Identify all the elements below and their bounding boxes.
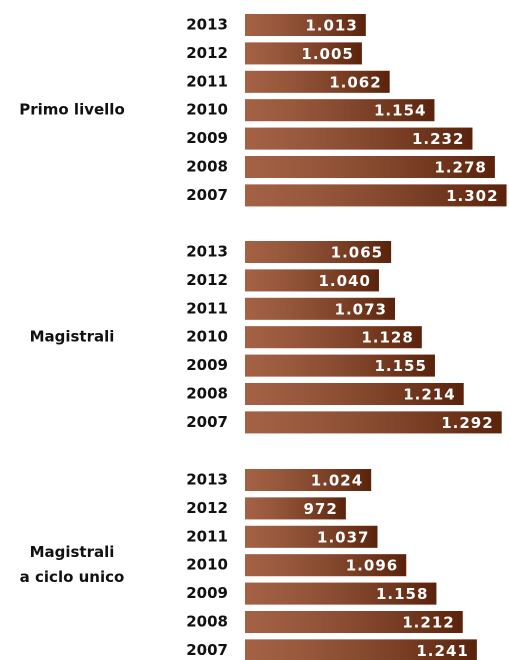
value-label: 972	[304, 500, 338, 518]
bar-shade	[245, 42, 362, 65]
year-label: 2012	[186, 44, 228, 62]
year-label: 2011	[186, 299, 228, 317]
bar-shade	[245, 525, 378, 548]
bar-shade	[245, 184, 507, 207]
value-label: 1.154	[374, 102, 426, 120]
bar-shade	[245, 497, 346, 520]
value-label: 1.212	[402, 614, 454, 632]
group-label: a ciclo unico	[20, 568, 125, 586]
year-label: 2009	[186, 356, 228, 374]
year-label: 2010	[186, 328, 228, 346]
year-label: 2009	[186, 584, 228, 602]
year-label: 2009	[186, 129, 228, 147]
bar-shade	[245, 554, 407, 577]
group-label: Magistrali	[30, 328, 115, 346]
year-label: 2010	[186, 101, 228, 119]
bar-shade	[245, 383, 464, 405]
bar-shade	[245, 639, 477, 660]
year-label: 2011	[186, 527, 228, 545]
group-label: Primo livello	[19, 101, 125, 119]
year-label: 2007	[186, 641, 228, 659]
value-label: 1.062	[329, 73, 381, 91]
bar-shade	[245, 99, 435, 122]
year-label: 2007	[186, 186, 228, 204]
year-label: 2007	[186, 413, 228, 431]
value-label: 1.302	[446, 187, 498, 205]
year-label: 2010	[186, 556, 228, 574]
bar-shade	[245, 127, 473, 150]
year-label: 2008	[186, 613, 228, 631]
value-label: 1.037	[317, 528, 369, 546]
year-label: 2011	[186, 72, 228, 90]
group-label: Magistrali	[30, 543, 115, 561]
bar-shade	[245, 70, 390, 93]
bar-shade	[245, 14, 366, 36]
value-label: 1.073	[335, 300, 387, 318]
year-label: 2013	[186, 16, 228, 34]
value-label: 1.214	[403, 386, 455, 404]
value-label: 1.005	[301, 45, 353, 63]
value-label: 1.155	[374, 357, 426, 375]
value-label: 1.292	[441, 414, 493, 432]
value-label: 1.096	[346, 557, 398, 575]
bar-shade	[245, 156, 495, 178]
bar-shade	[245, 354, 435, 377]
value-label: 1.040	[318, 272, 370, 290]
bar-shade	[245, 411, 502, 434]
bar-shade	[245, 582, 437, 605]
value-label: 1.128	[361, 329, 413, 347]
bar-shade	[245, 611, 463, 633]
value-label: 1.065	[331, 244, 383, 262]
year-label: 2012	[186, 499, 228, 517]
year-label: 2013	[186, 471, 228, 489]
value-label: 1.278	[434, 159, 486, 177]
bar-shade	[245, 297, 396, 320]
bar-shade	[245, 269, 379, 292]
bar-shade	[245, 241, 392, 263]
bar-shade	[245, 469, 372, 491]
value-label: 1.241	[416, 642, 468, 660]
year-label: 2012	[186, 271, 228, 289]
year-label: 2008	[186, 385, 228, 403]
value-label: 1.013	[305, 17, 357, 35]
year-label: 2008	[186, 158, 228, 176]
value-label: 1.158	[376, 585, 428, 603]
value-label: 1.024	[311, 472, 363, 490]
value-label: 1.232	[412, 130, 464, 148]
bar-shade	[245, 326, 422, 349]
year-label: 2013	[186, 243, 228, 261]
